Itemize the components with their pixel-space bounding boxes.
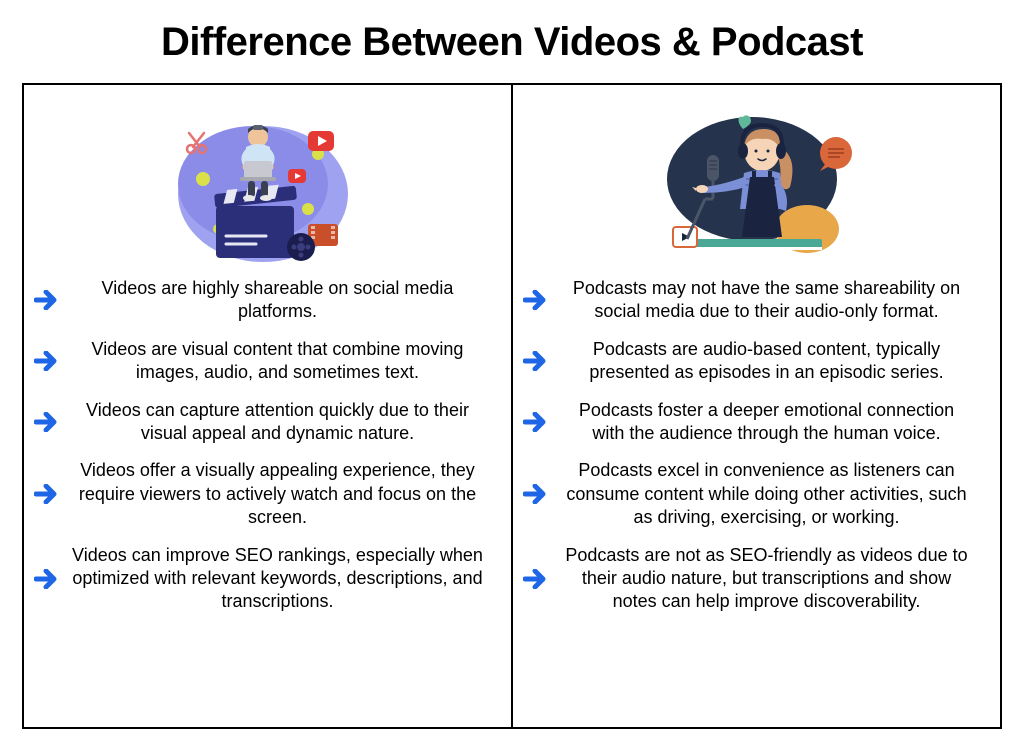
arrow-right-icon xyxy=(523,412,551,432)
podcast-host-illustration-icon xyxy=(637,99,867,269)
podcasts-column: Podcasts may not have the same shareabil… xyxy=(513,85,1000,727)
arrow-right-icon xyxy=(34,569,62,589)
point-text: Podcasts may not have the same shareabil… xyxy=(561,277,980,324)
list-item: Videos offer a visually appealing experi… xyxy=(34,459,491,529)
arrow-right-icon xyxy=(34,412,62,432)
point-text: Videos offer a visually appealing experi… xyxy=(72,459,491,529)
arrow-right-icon xyxy=(523,484,551,504)
videos-illustration xyxy=(34,99,491,269)
arrow-right-icon xyxy=(523,351,551,371)
arrow-right-icon xyxy=(523,569,551,589)
point-text: Podcasts are not as SEO-friendly as vide… xyxy=(561,544,980,614)
videos-column: Videos are highly shareable on social me… xyxy=(24,85,513,727)
point-text: Videos are highly shareable on social me… xyxy=(72,277,491,324)
list-item: Videos are visual content that combine m… xyxy=(34,338,491,385)
videos-points-list: Videos are highly shareable on social me… xyxy=(34,277,491,614)
list-item: Podcasts foster a deeper emotional conne… xyxy=(523,399,980,446)
point-text: Podcasts excel in convenience as listene… xyxy=(561,459,980,529)
list-item: Podcasts excel in convenience as listene… xyxy=(523,459,980,529)
point-text: Podcasts foster a deeper emotional conne… xyxy=(561,399,980,446)
point-text: Videos can improve SEO rankings, especia… xyxy=(72,544,491,614)
point-text: Videos can capture attention quickly due… xyxy=(72,399,491,446)
list-item: Podcasts are not as SEO-friendly as vide… xyxy=(523,544,980,614)
arrow-right-icon xyxy=(34,290,62,310)
arrow-right-icon xyxy=(34,484,62,504)
list-item: Podcasts are audio-based content, typica… xyxy=(523,338,980,385)
list-item: Videos can capture attention quickly due… xyxy=(34,399,491,446)
list-item: Videos can improve SEO rankings, especia… xyxy=(34,544,491,614)
video-editor-illustration-icon xyxy=(158,99,368,269)
point-text: Videos are visual content that combine m… xyxy=(72,338,491,385)
podcasts-points-list: Podcasts may not have the same shareabil… xyxy=(523,277,980,614)
comparison-grid: Videos are highly shareable on social me… xyxy=(22,83,1002,729)
arrow-right-icon xyxy=(523,290,551,310)
podcasts-illustration xyxy=(523,99,980,269)
point-text: Podcasts are audio-based content, typica… xyxy=(561,338,980,385)
arrow-right-icon xyxy=(34,351,62,371)
list-item: Videos are highly shareable on social me… xyxy=(34,277,491,324)
page-title: Difference Between Videos & Podcast xyxy=(22,20,1002,65)
list-item: Podcasts may not have the same shareabil… xyxy=(523,277,980,324)
